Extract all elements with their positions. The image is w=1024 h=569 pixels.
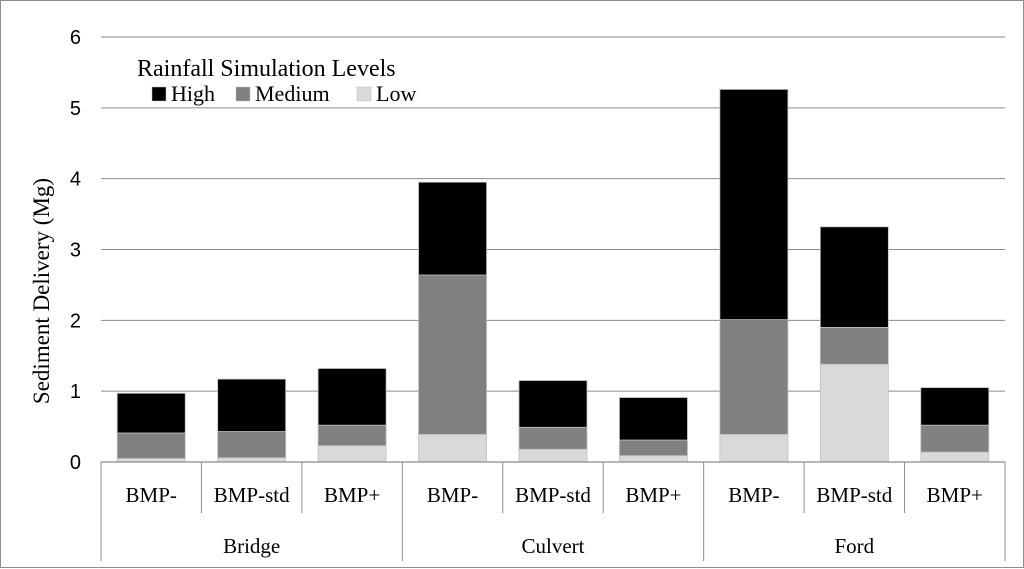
y-tick-label: 5 [70, 98, 81, 120]
x-axis: BMP- BMP-std BMP+ BMP- BMP-std BMP+ BMP- BMP-st… [100, 461, 1006, 561]
bar-segment-high [920, 387, 990, 426]
bar-segment-high [418, 181, 487, 276]
y-axis-label: Sediment Delivery (Mg) [29, 178, 54, 404]
bar-segment-medium [116, 432, 186, 459]
bar-segment-medium [819, 327, 889, 365]
x-group-label: Bridge [223, 534, 280, 558]
bar-segment-low [418, 433, 487, 463]
legend-label-low: Low [376, 81, 416, 106]
bar-segment-high [719, 89, 789, 321]
y-tick-label: 6 [70, 27, 81, 49]
bar-segment-low [518, 448, 588, 463]
legend-label-high: High [171, 81, 215, 106]
bar-segment-medium [719, 319, 789, 435]
bar-segment-low [317, 445, 387, 463]
bar-segment-medium [518, 426, 588, 450]
y-tick-label: 4 [70, 169, 81, 191]
bar-segment-high [116, 392, 186, 434]
bar-segment-low [719, 433, 789, 463]
legend-swatch-low [356, 86, 372, 102]
x-category-label: BMP- [126, 483, 177, 507]
x-category-label: BMP- [728, 483, 779, 507]
bar-segment-high [619, 397, 688, 441]
x-category-label: BMP+ [625, 483, 681, 507]
legend-title: Rainfall Simulation Levels [137, 56, 396, 82]
bar-segment-medium [920, 424, 990, 453]
x-category-label: BMP+ [927, 483, 983, 507]
x-category-label: BMP-std [214, 483, 290, 507]
bars [116, 89, 990, 463]
bar-segment-medium [619, 439, 688, 457]
x-group-label: Ford [834, 534, 874, 558]
bar-segment-low [920, 451, 990, 463]
bar-segment-high [819, 226, 889, 328]
bar-segment-medium [317, 424, 387, 447]
x-category-label: BMP+ [324, 483, 380, 507]
y-tick-label: 3 [70, 240, 81, 262]
bar-segment-high [317, 368, 387, 426]
legend-swatch-medium [235, 86, 251, 102]
bar-segment-medium [217, 431, 287, 459]
legend-swatch-high [151, 86, 167, 102]
y-tick-label: 0 [70, 452, 81, 474]
x-category-label: BMP-std [515, 483, 591, 507]
legend-items: High Medium Low [151, 81, 416, 106]
y-tick-labels: 0 1 2 3 4 5 6 [70, 27, 81, 474]
legend-label-medium: Medium [255, 81, 330, 106]
y-tick-label: 1 [70, 381, 81, 403]
x-category-label: BMP- [427, 483, 478, 507]
bar-segment-low [217, 457, 287, 463]
x-group-label: Culvert [522, 534, 585, 558]
bar-segment-medium [418, 274, 487, 435]
legend: Rainfall Simulation Levels High Medium Low [137, 56, 416, 106]
y-tick-label: 2 [70, 310, 81, 332]
bar-segment-low [819, 363, 889, 463]
bar-segment-high [217, 378, 287, 432]
bar-segment-low [619, 455, 688, 463]
x-category-label: BMP-std [816, 483, 892, 507]
bar-segment-high [518, 380, 588, 428]
